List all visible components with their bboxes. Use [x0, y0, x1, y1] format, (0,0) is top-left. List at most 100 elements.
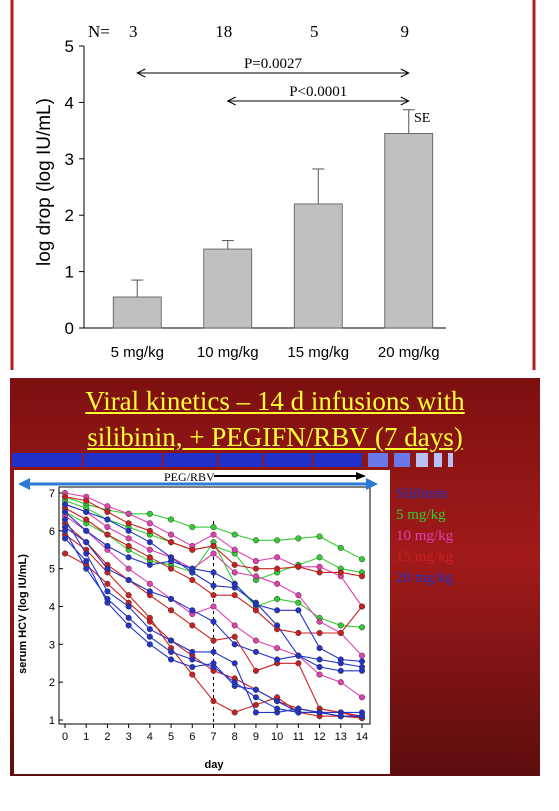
series-point	[274, 656, 281, 663]
stripe-divider	[162, 453, 164, 467]
series-point	[125, 554, 132, 561]
series-point	[316, 709, 323, 716]
series-point	[316, 671, 323, 678]
stripe-fade-block	[394, 453, 410, 467]
stripe-fade-block	[368, 453, 388, 467]
series-point	[231, 660, 238, 667]
series-point	[252, 607, 259, 614]
series-point	[83, 497, 90, 504]
stripe-divider	[262, 453, 264, 467]
series-point	[168, 637, 175, 644]
series-point	[61, 493, 69, 500]
bar-category-label: 10 mg/kg	[197, 344, 259, 361]
series-point	[168, 539, 175, 546]
bar	[112, 296, 162, 329]
bar-category-label: 5 mg/kg	[111, 344, 164, 361]
line-x-tick-label: 6	[189, 731, 195, 743]
bar-y-axis-label: log drop (log IU/mL)	[34, 98, 55, 266]
series-point	[358, 652, 366, 659]
n-value: 18	[215, 22, 232, 41]
bar-chart-panel: 0 1 2 3 4 5 5 mg/kg 3 10 mg/kg 18 15 mg/kg 5 20 mg/k…	[10, 0, 536, 370]
series-point	[231, 709, 238, 716]
series-point	[231, 622, 238, 629]
series-point	[231, 633, 238, 640]
series-point	[61, 508, 69, 515]
bar-y-tick-label: 0	[65, 319, 74, 338]
bar	[203, 248, 253, 329]
series-point	[210, 531, 217, 538]
series-point	[316, 663, 323, 671]
series-point	[274, 595, 281, 602]
series-point	[252, 667, 259, 674]
peg-rbv-arrow-head	[356, 472, 366, 480]
n-value: 3	[129, 22, 138, 41]
series-point	[210, 648, 217, 655]
line-y-tick-label: 3	[49, 639, 55, 651]
series-point	[210, 542, 217, 550]
line-chart-legend: Silibinin 5 mg/kg 10 mg/kg 15 mg/kg 20 m…	[396, 484, 453, 589]
series-point	[210, 524, 217, 531]
bar-y-tick-label: 1	[65, 263, 74, 282]
line-x-tick-label: 12	[313, 731, 325, 743]
series-point	[146, 561, 153, 568]
line-x-tick-label: 10	[271, 731, 283, 743]
series-point	[316, 645, 323, 652]
series-point	[168, 565, 175, 572]
series-point	[210, 569, 217, 576]
p-value-label: P<0.0001	[289, 84, 347, 100]
series-point	[274, 565, 281, 572]
bar-chart-background	[10, 0, 536, 370]
series-point	[189, 565, 196, 572]
series-point	[146, 527, 153, 534]
series-point	[231, 592, 238, 599]
line-y-axis-label: serum HCV (log IU/mL)	[17, 554, 29, 674]
series-point	[274, 645, 281, 652]
series-point	[316, 533, 323, 540]
series-point	[337, 569, 344, 576]
bar-axes: 0 1 2 3 4 5 5 mg/kg 3 10 mg/kg 18 15 mg/kg 5 20 mg/k…	[65, 22, 446, 361]
series-point	[252, 648, 259, 655]
blue-arrow-head-right	[366, 478, 378, 490]
series-point	[104, 588, 111, 595]
series-point	[104, 531, 111, 538]
line-x-tick-label: 7	[210, 731, 216, 743]
series-point	[337, 667, 344, 674]
series-point	[337, 656, 344, 663]
series-point	[125, 510, 132, 517]
series-point	[231, 531, 238, 538]
stripe-divider	[82, 453, 84, 467]
se-label: SE	[414, 111, 430, 126]
line-x-tick-label: 8	[232, 731, 238, 743]
series-point	[168, 648, 175, 655]
series-point	[358, 624, 366, 631]
series-point	[104, 580, 111, 587]
series-point	[189, 524, 196, 531]
series-point	[252, 601, 259, 608]
bar	[293, 203, 343, 329]
series-point	[168, 531, 175, 538]
series-point	[295, 563, 302, 570]
series-point	[83, 550, 90, 557]
series-point	[104, 542, 111, 550]
series-point	[168, 607, 175, 614]
series-point	[125, 614, 132, 621]
series-point	[316, 563, 323, 570]
series-point	[316, 629, 323, 637]
series-point	[61, 535, 69, 542]
series-point	[83, 539, 90, 546]
legend-title: Silibinin	[396, 486, 448, 502]
arrow-head-left	[226, 96, 236, 106]
series-point	[146, 588, 153, 595]
series-point	[252, 565, 259, 572]
series-point	[125, 576, 132, 584]
series-point	[125, 565, 132, 572]
bar-y-tick-label: 5	[65, 37, 74, 56]
bar-marks: P=0.0027 P<0.0001	[112, 56, 434, 329]
series-point	[189, 671, 196, 678]
bar-y-tick-label: 3	[65, 150, 74, 169]
series-point	[125, 535, 132, 542]
bar-category-label: 20 mg/kg	[378, 344, 440, 361]
series-point	[316, 618, 323, 625]
series-point	[337, 629, 344, 637]
